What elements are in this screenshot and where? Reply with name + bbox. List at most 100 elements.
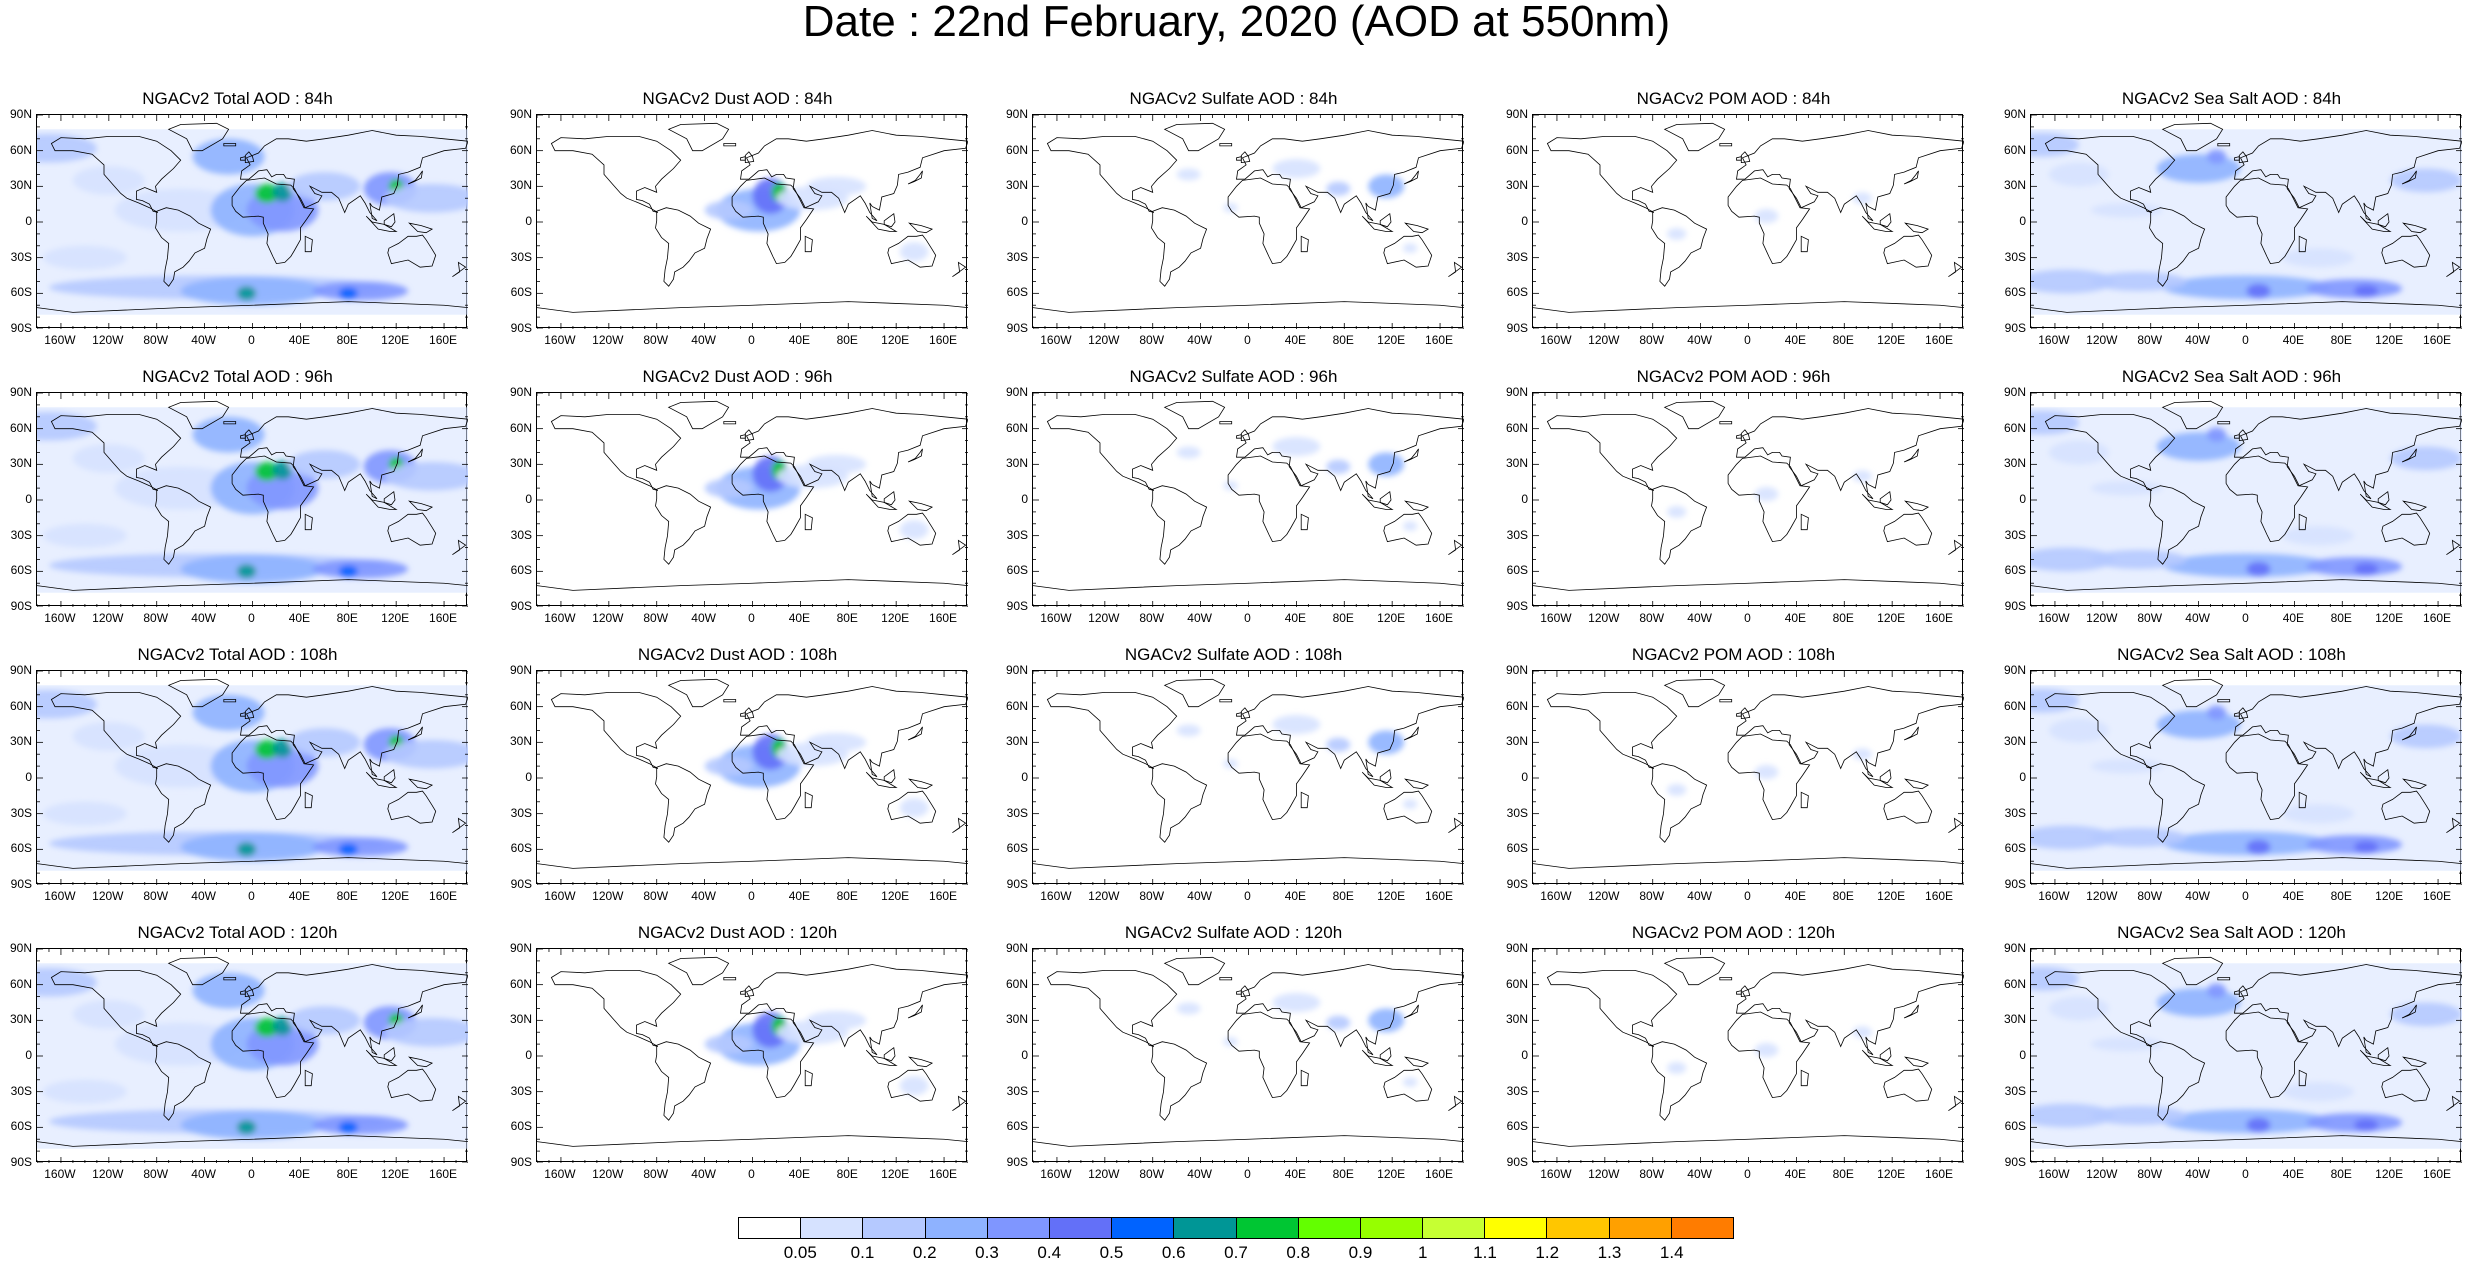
coastline bbox=[2377, 1046, 2390, 1062]
coastline bbox=[1903, 726, 1919, 741]
map-panel: NGACv2 Total AOD : 108h 90N 60N 30N 0 30S 60S 9… bbox=[0, 646, 475, 904]
lon-tick-label: 80W bbox=[1639, 1167, 1665, 1181]
lon-tick-label: 120W bbox=[2086, 1167, 2118, 1181]
coastline bbox=[1383, 1068, 1433, 1102]
colorbar-box bbox=[1360, 1218, 1424, 1238]
lat-tick-label: 30N bbox=[509, 1012, 532, 1027]
coastline bbox=[2044, 136, 2176, 213]
lon-tick-label: 40W bbox=[1687, 889, 1712, 903]
lat-tick-label: 30S bbox=[10, 1083, 32, 1098]
coastline bbox=[887, 512, 937, 546]
coastline bbox=[383, 1046, 396, 1062]
aod-plume bbox=[2354, 285, 2379, 297]
coastline bbox=[1663, 400, 1726, 430]
lon-tick-label: 40E bbox=[1284, 889, 1307, 903]
aod-plume bbox=[1852, 1026, 1872, 1039]
lon-tick-label: 120W bbox=[2086, 889, 2118, 903]
panel-title: NGACv2 POM AOD : 96h bbox=[1636, 367, 1831, 386]
antarctica-coastline bbox=[1533, 579, 1964, 591]
coastline bbox=[667, 678, 730, 708]
lon-tick-label: 40W bbox=[691, 889, 716, 903]
colorbar-box bbox=[987, 1218, 1050, 1238]
colorbar-box bbox=[801, 1218, 864, 1238]
coastline bbox=[2234, 408, 2462, 500]
lon-tick-label: 80W bbox=[1139, 611, 1165, 625]
aod-plume bbox=[42, 801, 127, 826]
lat-tick-label: 90S bbox=[2004, 1155, 2026, 1169]
map-svg bbox=[537, 115, 968, 329]
coastline bbox=[2161, 122, 2224, 152]
coastline bbox=[1404, 1056, 1430, 1068]
map-plot-area bbox=[36, 948, 468, 1163]
map-panel: NGACv2 Total AOD : 96h 90N 60N 30N 0 30S 60S 90… bbox=[0, 368, 475, 626]
coastline bbox=[383, 768, 396, 784]
aod-plume bbox=[2031, 547, 2115, 572]
aod-plume bbox=[1223, 202, 1238, 213]
colorbar-box bbox=[1049, 1218, 1113, 1238]
lon-tick-label: 80W bbox=[143, 1167, 169, 1181]
lat-tick-label: 60N bbox=[2003, 698, 2026, 713]
lon-tick-label: 160W bbox=[1540, 333, 1572, 347]
lon-tick-label: 80E bbox=[836, 611, 858, 625]
lat-tick-label: 0 bbox=[1021, 770, 1028, 784]
coastline bbox=[2161, 678, 2224, 708]
coastline bbox=[2446, 539, 2461, 556]
lon-tick-label: 80E bbox=[336, 1167, 358, 1181]
coastline bbox=[744, 151, 755, 164]
lon-tick-label: 120E bbox=[881, 333, 910, 347]
lat-tick-label: 30S bbox=[510, 527, 532, 542]
lon-tick-label: 160E bbox=[1925, 333, 1954, 347]
lon-tick-label: 40W bbox=[1187, 1167, 1212, 1181]
lat-tick-label: 90S bbox=[10, 877, 32, 891]
lat-tick-label: 30N bbox=[1005, 734, 1028, 749]
colorbar-label: 0.4 bbox=[1037, 1243, 1062, 1262]
lon-tick-label: 40W bbox=[691, 1167, 716, 1181]
coastline bbox=[231, 1011, 315, 1099]
antarctica-coastline bbox=[537, 857, 968, 869]
antarctica-coastline bbox=[1533, 857, 1964, 869]
map-svg bbox=[37, 671, 468, 885]
aod-plume bbox=[899, 1076, 929, 1096]
lat-tick-label: 90S bbox=[1506, 1155, 1528, 1169]
coastline bbox=[231, 177, 315, 265]
aod-plume bbox=[1176, 724, 1201, 737]
coastline bbox=[1948, 817, 1963, 834]
coastline bbox=[1651, 207, 1708, 287]
coastline bbox=[740, 434, 746, 439]
lat-tick-label: 90N bbox=[2003, 663, 2026, 677]
aod-plume bbox=[2090, 271, 2187, 291]
lon-tick-label: 120E bbox=[1877, 1167, 1906, 1181]
lon-tick-label: 40W bbox=[1687, 1167, 1712, 1181]
lon-tick-label: 160E bbox=[1425, 889, 1454, 903]
map-svg bbox=[1533, 115, 1964, 329]
aod-plume bbox=[2048, 996, 2109, 1021]
coastline bbox=[1719, 699, 1733, 703]
lon-tick-label: 40W bbox=[691, 611, 716, 625]
lat-tick-label: 30S bbox=[510, 249, 532, 264]
map-panel: NGACv2 POM AOD : 84h 90N 60N 30N 0 30S 60S 90S 1… bbox=[1496, 90, 1971, 348]
coastline bbox=[883, 490, 896, 506]
lat-tick-label: 60N bbox=[9, 420, 32, 435]
aod-plume bbox=[1272, 714, 1321, 735]
lat-tick-label: 90S bbox=[510, 599, 532, 613]
coastline bbox=[2225, 1011, 2309, 1099]
coastline bbox=[1448, 1095, 1463, 1112]
lat-tick-label: 90N bbox=[9, 385, 32, 399]
aod-plume bbox=[2390, 1002, 2462, 1027]
lat-tick-label: 30S bbox=[10, 805, 32, 820]
lat-tick-label: 90N bbox=[1505, 385, 1528, 399]
coastline bbox=[408, 222, 434, 234]
lon-tick-label: 160E bbox=[929, 333, 958, 347]
colorbar-label: 0.5 bbox=[1099, 1243, 1124, 1262]
coastline bbox=[1879, 768, 1892, 784]
lon-tick-label: 160W bbox=[1040, 1167, 1072, 1181]
lon-tick-label: 80E bbox=[836, 333, 858, 347]
lon-tick-label: 120E bbox=[881, 1167, 910, 1181]
coastline bbox=[723, 977, 737, 981]
coastline bbox=[2298, 791, 2307, 809]
lat-tick-label: 90S bbox=[510, 1155, 532, 1169]
lon-tick-label: 80W bbox=[1639, 611, 1665, 625]
aod-plume bbox=[2031, 1103, 2115, 1128]
aod-plume bbox=[1176, 446, 1201, 459]
map-plot-area bbox=[1032, 392, 1464, 607]
